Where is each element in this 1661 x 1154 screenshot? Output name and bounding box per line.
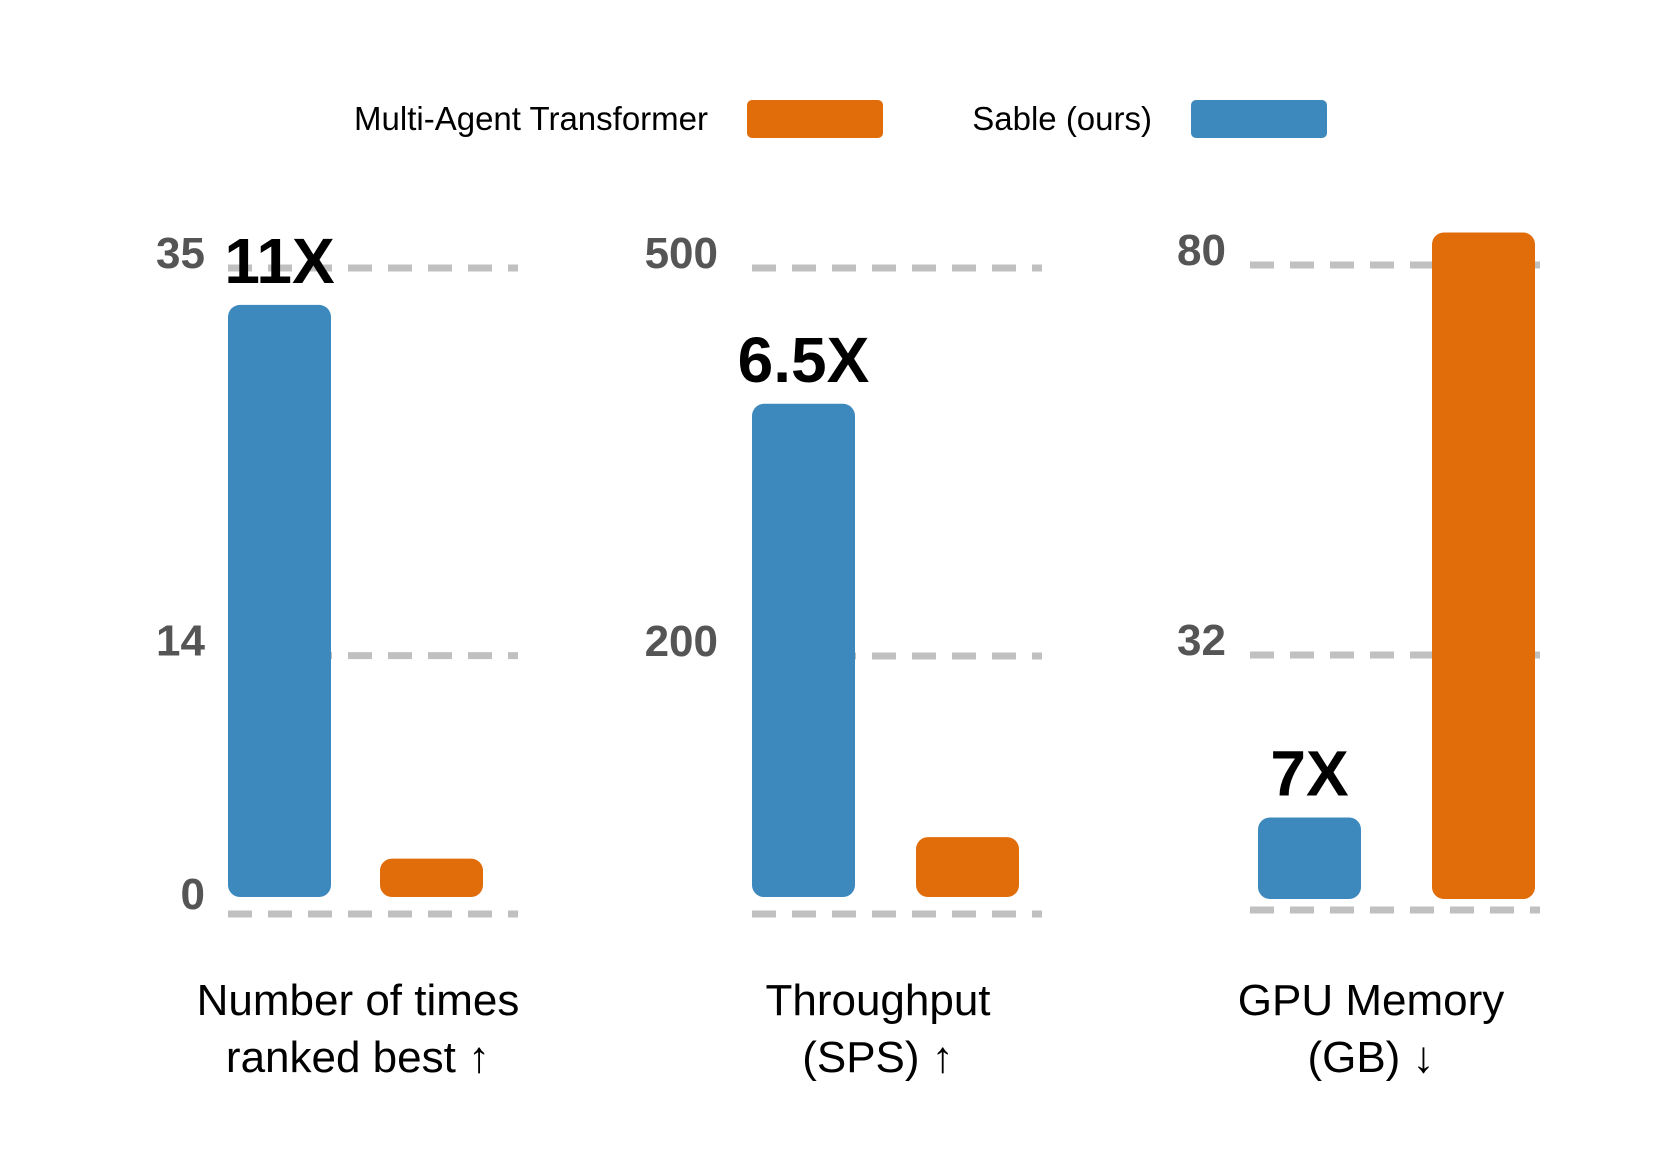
y-tick-label: 200 [645,617,718,666]
x-axis-label-line: GPU Memory [1238,976,1504,1025]
bar-sable [752,403,855,897]
chart-panel-3: 32 80 7X GPU Memory (GB) ↓ [1177,226,1540,1082]
x-axis-label-line: (SPS) ↑ [802,1033,954,1082]
y-tick-label: 80 [1177,226,1226,275]
bar-mat [916,837,1019,897]
y-tick-label: 35 [156,229,205,278]
x-axis-label-line: (GB) ↓ [1307,1033,1434,1082]
x-axis-label-line: ranked best ↑ [226,1033,490,1082]
bar-mat [1432,232,1535,899]
chart-panel-1: 0 14 35 11X Number of times ranked best ↑ [156,225,519,1082]
chart-panels: 0 14 35 11X Number of times ranked best ↑ 200 5… [156,225,1540,1082]
ratio-annotation: 6.5X [738,324,870,396]
y-tick-label: 14 [156,617,205,666]
bar-mat [380,858,483,897]
x-axis-label-line: Throughput [765,976,990,1025]
chart-panel-2: 200 500 6.5X Throughput (SPS) ↑ [645,229,1042,1082]
y-tick-label: 32 [1177,616,1226,665]
legend: Multi-Agent Transformer Sable (ours) [354,100,1327,138]
bar-sable [228,304,331,897]
legend-swatch-sable [1191,100,1327,138]
x-axis-label-line: Number of times [197,976,520,1025]
bar-sable [1258,817,1361,899]
legend-label-mat: Multi-Agent Transformer [354,100,708,137]
ratio-annotation: 7X [1270,738,1349,810]
legend-label-sable: Sable (ours) [972,100,1152,137]
legend-swatch-mat [747,100,883,138]
ratio-annotation: 11X [224,225,335,297]
y-tick-label: 500 [645,229,718,278]
y-tick-label: 0 [181,870,205,919]
